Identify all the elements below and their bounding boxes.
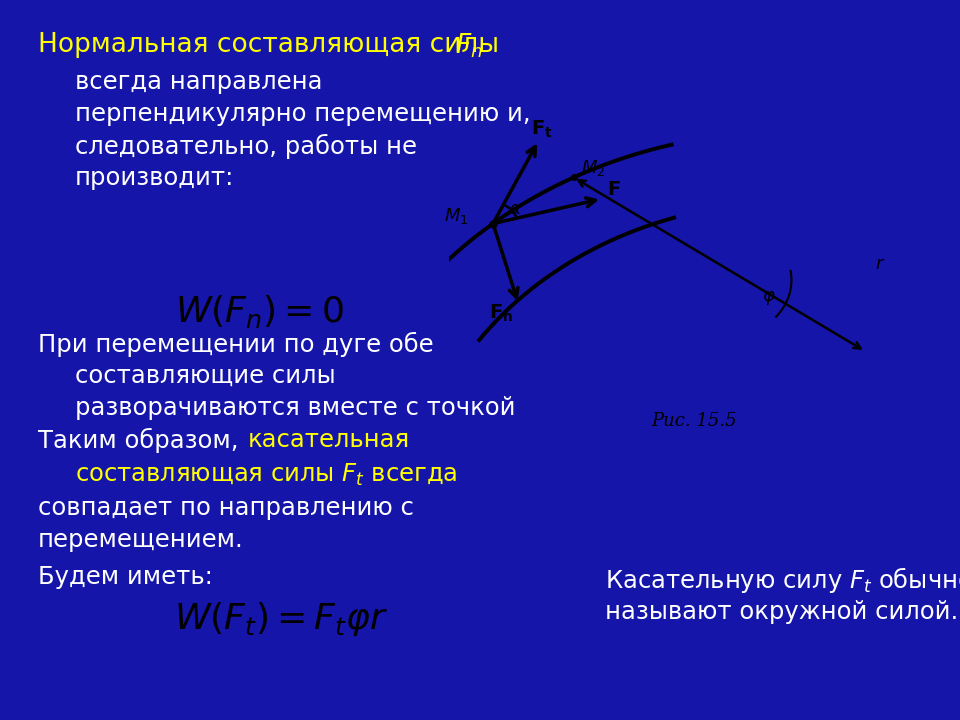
Text: $r$: $r$	[876, 255, 885, 273]
Text: всегда направлена: всегда направлена	[75, 70, 323, 94]
Text: совпадает по направлению с: совпадает по направлению с	[38, 496, 414, 520]
Text: При перемещении по дуге обе: При перемещении по дуге обе	[38, 332, 434, 357]
Text: $M_2$: $M_2$	[581, 158, 605, 179]
Text: $\mathit{F_n}$: $\mathit{F_n}$	[455, 32, 483, 60]
Text: называют окружной силой.: называют окружной силой.	[605, 600, 958, 624]
Text: $\mathbf{F_n}$: $\mathbf{F_n}$	[489, 302, 514, 324]
Text: $\mathbf{F}$: $\mathbf{F}$	[607, 180, 620, 199]
Text: Касательную силу $\mathit{F_t}$ обычно: Касательную силу $\mathit{F_t}$ обычно	[605, 565, 960, 595]
Text: $W(F_n) = 0$: $W(F_n) = 0$	[175, 293, 344, 330]
Text: $M_1$: $M_1$	[444, 207, 468, 227]
Text: $\varphi$: $\varphi$	[762, 289, 776, 307]
Text: производит:: производит:	[75, 166, 234, 190]
Text: Будем иметь:: Будем иметь:	[38, 565, 213, 589]
Text: Таким образом,: Таким образом,	[38, 428, 247, 453]
Text: перпендикулярно перемещению и,: перпендикулярно перемещению и,	[75, 102, 531, 126]
Text: перемещением.: перемещением.	[38, 528, 244, 552]
Text: Рис. 15.5: Рис. 15.5	[651, 412, 737, 430]
Text: $\alpha$: $\alpha$	[509, 200, 522, 218]
Text: составляющие силы: составляющие силы	[75, 364, 336, 388]
Text: Нормальная составляющая силы: Нормальная составляющая силы	[38, 32, 508, 58]
Text: составляющая силы $\mathit{F_t}$ всегда: составляющая силы $\mathit{F_t}$ всегда	[75, 462, 457, 488]
Text: касательная: касательная	[248, 428, 410, 452]
Text: $\mathbf{F_t}$: $\mathbf{F_t}$	[531, 119, 553, 140]
Text: $W(F_t) = F_t\varphi r$: $W(F_t) = F_t\varphi r$	[174, 600, 388, 638]
Text: следовательно, работы не: следовательно, работы не	[75, 134, 417, 159]
Text: разворачиваются вместе с точкой: разворачиваются вместе с точкой	[75, 396, 516, 420]
